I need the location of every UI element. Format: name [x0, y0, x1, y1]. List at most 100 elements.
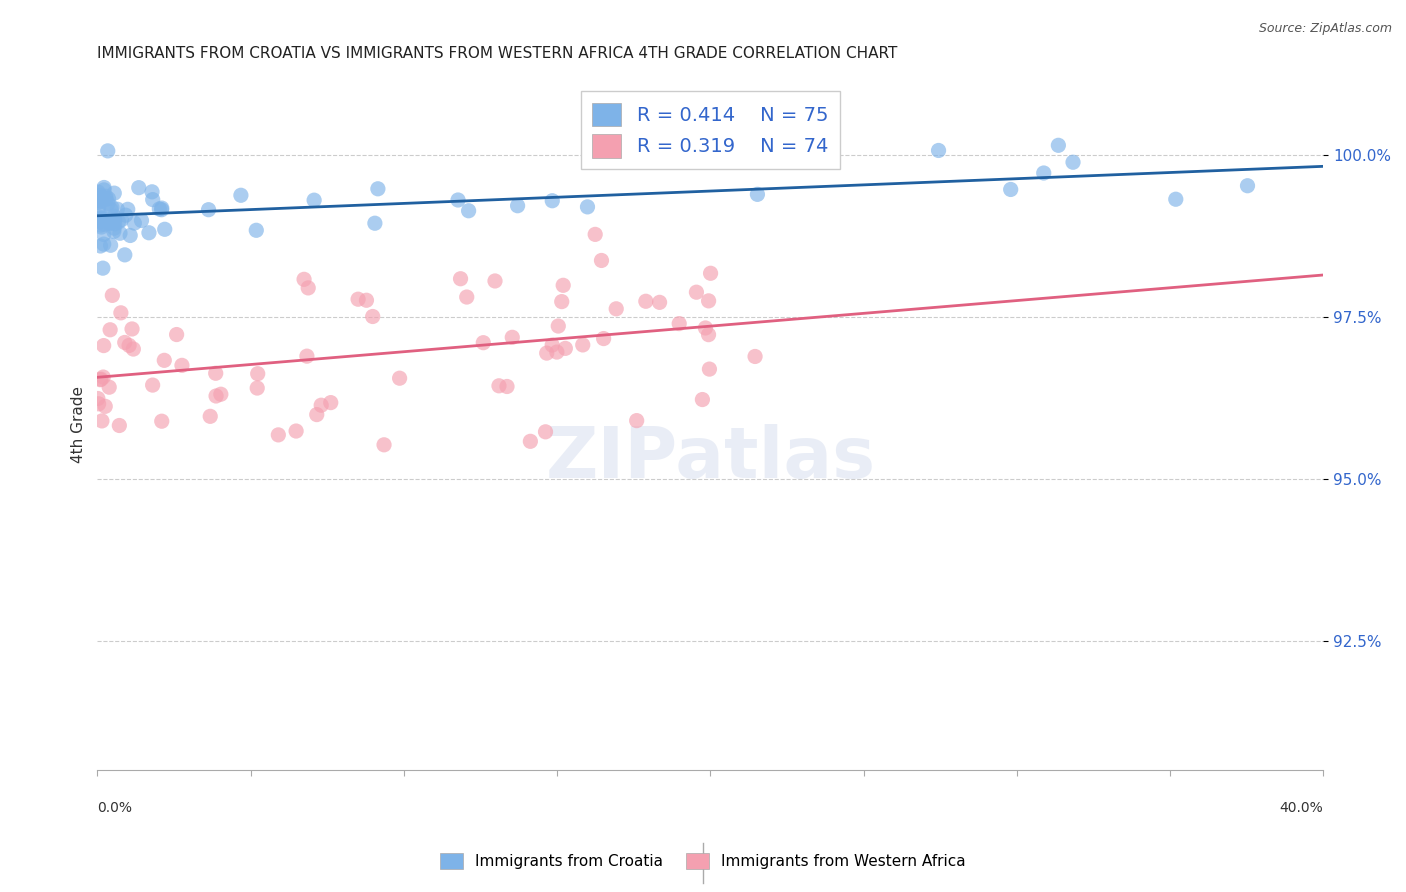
Point: [373, 438, 395, 452]
Point: [121, 322, 143, 336]
Point: [1032, 166, 1054, 180]
Point: [506, 199, 529, 213]
Point: [285, 424, 308, 438]
Point: [364, 216, 387, 230]
Point: [90, 191, 112, 205]
Point: [928, 144, 950, 158]
Point: [1062, 155, 1084, 169]
Point: [456, 290, 478, 304]
Point: [546, 345, 568, 359]
Y-axis label: 4th Grade: 4th Grade: [72, 385, 86, 463]
Point: [87, 392, 110, 406]
Point: [118, 338, 141, 352]
Point: [554, 342, 576, 356]
Point: [626, 414, 648, 428]
Point: [319, 395, 342, 409]
Point: [97, 144, 120, 158]
Text: Source: ZipAtlas.com: Source: ZipAtlas.com: [1258, 22, 1392, 36]
Point: [93, 183, 115, 197]
Point: [117, 202, 139, 217]
Point: [488, 379, 510, 393]
Point: [605, 301, 627, 316]
Point: [91, 370, 114, 384]
Point: [89, 211, 111, 225]
Point: [305, 408, 328, 422]
Point: [484, 274, 506, 288]
Point: [91, 261, 114, 276]
Point: [576, 200, 599, 214]
Point: [103, 213, 125, 227]
Point: [105, 202, 128, 217]
Point: [87, 213, 110, 227]
Point: [93, 180, 115, 194]
Point: [245, 223, 267, 237]
Point: [347, 292, 370, 306]
Point: [496, 379, 519, 393]
Point: [98, 323, 121, 337]
Point: [93, 227, 115, 242]
Point: [668, 317, 690, 331]
Point: [131, 213, 153, 227]
Legend: R = 0.414    N = 75, R = 0.319    N = 74: R = 0.414 N = 75, R = 0.319 N = 74: [581, 91, 841, 169]
Point: [93, 237, 115, 252]
Point: [93, 217, 115, 231]
Point: [150, 201, 173, 215]
Point: [697, 293, 720, 308]
Point: [104, 217, 127, 231]
Point: [571, 338, 593, 352]
Text: 40.0%: 40.0%: [1279, 801, 1323, 815]
Point: [699, 266, 721, 280]
Text: ZIPatlas: ZIPatlas: [546, 424, 876, 493]
Point: [361, 310, 384, 324]
Point: [128, 180, 150, 194]
Point: [547, 319, 569, 334]
Point: [100, 238, 122, 252]
Point: [501, 330, 523, 344]
Point: [90, 372, 112, 386]
Point: [695, 321, 717, 335]
Point: [166, 327, 188, 342]
Point: [267, 428, 290, 442]
Point: [97, 196, 120, 211]
Point: [744, 350, 766, 364]
Point: [297, 281, 319, 295]
Point: [87, 200, 110, 214]
Point: [205, 389, 228, 403]
Point: [553, 278, 575, 293]
Point: [302, 193, 325, 207]
Point: [110, 306, 132, 320]
Point: [309, 398, 332, 412]
Text: IMMIGRANTS FROM CROATIA VS IMMIGRANTS FROM WESTERN AFRICA 4TH GRADE CORRELATION : IMMIGRANTS FROM CROATIA VS IMMIGRANTS FR…: [97, 46, 897, 62]
Point: [148, 202, 170, 216]
Point: [153, 353, 176, 368]
Point: [90, 213, 112, 227]
Point: [114, 335, 136, 350]
Point: [634, 294, 657, 309]
Point: [87, 194, 110, 208]
Point: [450, 271, 472, 285]
Point: [153, 222, 176, 236]
Point: [536, 346, 558, 360]
Point: [367, 182, 389, 196]
Point: [150, 202, 173, 217]
Point: [101, 200, 124, 214]
Point: [138, 226, 160, 240]
Point: [592, 332, 614, 346]
Point: [101, 288, 124, 302]
Point: [204, 366, 226, 380]
Point: [122, 342, 145, 356]
Point: [103, 221, 125, 235]
Point: [94, 400, 117, 414]
Point: [89, 239, 111, 253]
Point: [103, 224, 125, 238]
Point: [699, 362, 721, 376]
Point: [94, 189, 117, 203]
Point: [107, 215, 129, 229]
Point: [89, 373, 111, 387]
Point: [229, 188, 252, 202]
Point: [108, 418, 131, 433]
Point: [124, 216, 146, 230]
Point: [685, 285, 707, 300]
Point: [90, 414, 112, 428]
Point: [519, 434, 541, 449]
